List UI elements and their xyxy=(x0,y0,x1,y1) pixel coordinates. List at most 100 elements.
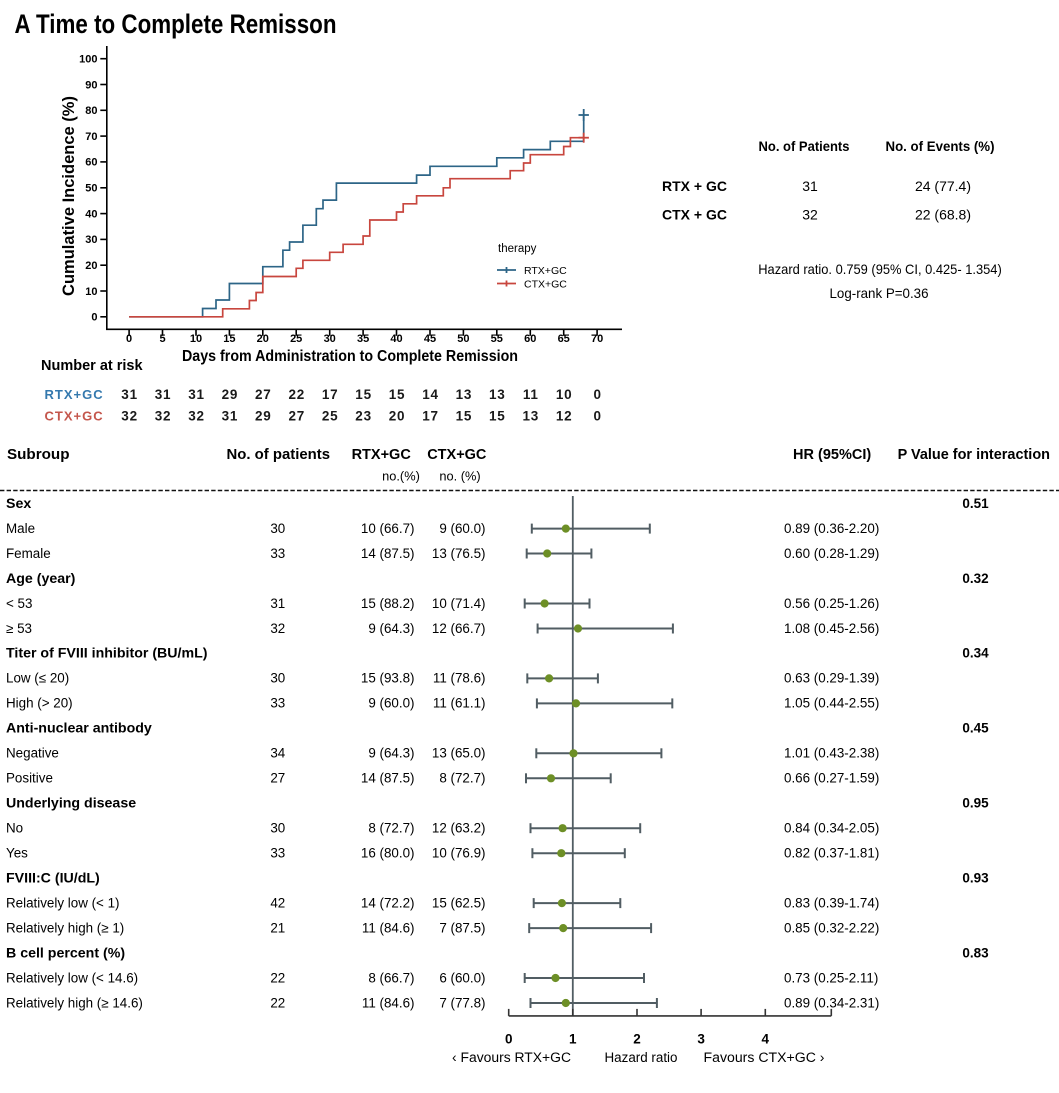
svg-text:0.83: 0.83 xyxy=(962,945,989,960)
svg-text:RTX + GC: RTX + GC xyxy=(662,178,727,194)
svg-text:Number at risk: Number at risk xyxy=(41,358,143,374)
svg-text:9 (64.3): 9 (64.3) xyxy=(368,746,414,761)
svg-text:60: 60 xyxy=(524,333,536,345)
svg-text:12 (66.7): 12 (66.7) xyxy=(432,621,486,636)
svg-text:Favours CTX+GC ›: Favours CTX+GC › xyxy=(704,1050,825,1065)
svg-text:Subroup: Subroup xyxy=(7,447,70,463)
svg-text:30: 30 xyxy=(324,333,336,345)
svg-text:≥ 53: ≥ 53 xyxy=(6,621,32,636)
svg-text:RTX+GC: RTX+GC xyxy=(352,447,412,463)
svg-text:13 (65.0): 13 (65.0) xyxy=(432,746,486,761)
svg-text:0.32: 0.32 xyxy=(962,571,988,586)
svg-text:13: 13 xyxy=(489,387,506,402)
svg-text:No. of patients: No. of patients xyxy=(227,447,331,463)
svg-text:FVIII:C (IU/dL): FVIII:C (IU/dL) xyxy=(6,870,100,886)
svg-text:CTX+GC: CTX+GC xyxy=(45,409,104,424)
svg-text:15 (62.5): 15 (62.5) xyxy=(432,895,486,910)
svg-text:0.84 (0.34-2.05): 0.84 (0.34-2.05) xyxy=(784,821,879,836)
svg-text:10: 10 xyxy=(556,387,573,402)
svg-text:no.(%): no.(%) xyxy=(382,469,420,484)
svg-text:Age (year): Age (year) xyxy=(6,571,76,587)
svg-text:30: 30 xyxy=(85,234,97,246)
svg-text:10 (76.9): 10 (76.9) xyxy=(432,846,486,861)
svg-text:9 (60.0): 9 (60.0) xyxy=(439,521,485,536)
svg-text:90: 90 xyxy=(85,79,97,91)
svg-text:No. of Events (%): No. of Events (%) xyxy=(886,138,995,154)
svg-text:20: 20 xyxy=(389,409,406,424)
svg-text:0.45: 0.45 xyxy=(962,721,989,736)
svg-text:8 (66.7): 8 (66.7) xyxy=(368,970,414,985)
svg-text:Low (≤ 20): Low (≤ 20) xyxy=(6,671,69,686)
svg-text:Relatively low (< 1): Relatively low (< 1) xyxy=(6,895,120,910)
svg-text:15 (88.2): 15 (88.2) xyxy=(361,596,415,611)
svg-text:Positive: Positive xyxy=(6,771,53,786)
svg-text:no. (%): no. (%) xyxy=(439,469,480,484)
svg-text:70: 70 xyxy=(591,333,603,345)
svg-text:22: 22 xyxy=(270,995,285,1010)
svg-text:Relatively low (< 14.6): Relatively low (< 14.6) xyxy=(6,970,138,985)
svg-text:1: 1 xyxy=(569,1032,577,1047)
svg-text:32: 32 xyxy=(188,409,205,424)
svg-text:0.73 (0.25-2.11): 0.73 (0.25-2.11) xyxy=(784,970,878,985)
svg-text:15: 15 xyxy=(456,409,473,424)
svg-text:Relatively high (≥ 14.6): Relatively high (≥ 14.6) xyxy=(6,995,143,1010)
svg-text:20: 20 xyxy=(257,333,269,345)
svg-text:1.01 (0.43-2.38): 1.01 (0.43-2.38) xyxy=(784,746,879,761)
svg-text:10 (71.4): 10 (71.4) xyxy=(432,596,486,611)
svg-text:No: No xyxy=(6,821,23,836)
svg-text:RTX+GC: RTX+GC xyxy=(524,265,567,277)
svg-text:‹ Favours RTX+GC: ‹ Favours RTX+GC xyxy=(452,1050,571,1065)
svg-text:No. of Patients: No. of Patients xyxy=(759,138,850,154)
svg-text:High (> 20): High (> 20) xyxy=(6,696,73,711)
svg-text:50: 50 xyxy=(457,333,469,345)
svg-text:22: 22 xyxy=(270,970,285,985)
svg-text:0.51: 0.51 xyxy=(962,496,989,511)
svg-text:Male: Male xyxy=(6,521,35,536)
svg-text:11 (61.1): 11 (61.1) xyxy=(433,696,486,711)
svg-text:24 (77.4): 24 (77.4) xyxy=(915,178,971,194)
svg-text:21: 21 xyxy=(270,920,285,935)
svg-text:0.95: 0.95 xyxy=(962,796,989,811)
svg-text:100: 100 xyxy=(79,54,97,66)
svg-text:23: 23 xyxy=(355,409,372,424)
svg-text:15: 15 xyxy=(223,333,235,345)
svg-text:Cumulative Incidence (%): Cumulative Incidence (%) xyxy=(60,96,78,296)
svg-text:< 53: < 53 xyxy=(6,596,32,611)
svg-text:5: 5 xyxy=(159,333,165,345)
svg-text:0: 0 xyxy=(126,333,132,345)
svg-text:13: 13 xyxy=(456,387,473,402)
svg-text:33: 33 xyxy=(270,846,285,861)
svg-text:Anti-nuclear antibody: Anti-nuclear antibody xyxy=(6,721,152,737)
svg-text:20: 20 xyxy=(85,260,97,272)
svg-text:16 (80.0): 16 (80.0) xyxy=(361,846,415,861)
svg-text:HR (95%CI): HR (95%CI) xyxy=(793,447,871,463)
svg-text:11: 11 xyxy=(523,387,539,402)
svg-text:3: 3 xyxy=(697,1032,705,1047)
svg-text:40: 40 xyxy=(85,208,97,220)
svg-text:25: 25 xyxy=(322,409,339,424)
svg-text:0.60 (0.28-1.29): 0.60 (0.28-1.29) xyxy=(784,546,879,561)
svg-text:4: 4 xyxy=(762,1032,770,1047)
svg-text:Days from Administration to Co: Days from Administration to Complete Rem… xyxy=(182,348,518,365)
svg-text:Yes: Yes xyxy=(6,846,28,861)
svg-text:15: 15 xyxy=(355,387,372,402)
svg-text:2: 2 xyxy=(633,1032,641,1047)
svg-text:12 (63.2): 12 (63.2) xyxy=(432,821,486,836)
svg-text:13 (76.5): 13 (76.5) xyxy=(432,546,486,561)
svg-text:1.05 (0.44-2.55): 1.05 (0.44-2.55) xyxy=(784,696,879,711)
svg-text:10 (66.7): 10 (66.7) xyxy=(361,521,415,536)
svg-text:27: 27 xyxy=(288,409,305,424)
svg-text:15: 15 xyxy=(389,387,406,402)
svg-text:0.89 (0.34-2.31): 0.89 (0.34-2.31) xyxy=(784,995,879,1010)
svg-text:14 (87.5): 14 (87.5) xyxy=(361,771,415,786)
svg-text:27: 27 xyxy=(270,771,285,786)
svg-text:32: 32 xyxy=(802,207,818,223)
svg-text:0.89 (0.36-2.20): 0.89 (0.36-2.20) xyxy=(784,521,879,536)
svg-text:50: 50 xyxy=(85,183,97,195)
svg-text:Titer of FVIII inhibitor (BU/m: Titer of FVIII inhibitor (BU/mL) xyxy=(6,646,208,662)
svg-text:31: 31 xyxy=(270,596,285,611)
svg-text:27: 27 xyxy=(255,387,272,402)
svg-text:CTX + GC: CTX + GC xyxy=(662,207,727,223)
svg-text:45: 45 xyxy=(424,333,436,345)
svg-text:32: 32 xyxy=(155,409,172,424)
